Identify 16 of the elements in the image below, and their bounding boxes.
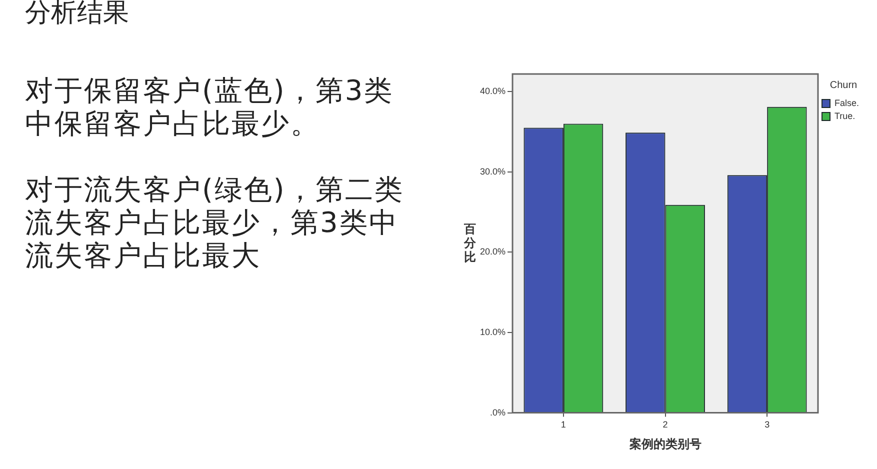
x-axis-title: 案例的类别号 (628, 436, 702, 451)
text: 分析结果 (25, 0, 129, 29)
y-tick-label: 30.0% (480, 166, 506, 176)
text: 对于流失客户(绿色)，第二类流失客户占比最少，第3类中流失客户占比最大 (25, 173, 405, 272)
y-tick-label: 10.0% (480, 327, 506, 337)
x-tick-label: 2 (662, 420, 668, 430)
legend-label: False. (834, 98, 860, 108)
x-tick-label: 1 (560, 420, 566, 430)
legend-title: Churn (830, 80, 858, 91)
y-tick-label: 40.0% (480, 86, 506, 96)
y-axis-title: 百分比 (464, 222, 477, 264)
y-tick-label: 20.0% (480, 246, 506, 257)
text: 对于保留客户(蓝色)，第3类中保留客户占比最少。 (25, 74, 395, 140)
x-tick-label: 3 (764, 420, 770, 430)
legend-label: True. (834, 110, 856, 121)
y-tick-label: .0% (490, 407, 506, 418)
